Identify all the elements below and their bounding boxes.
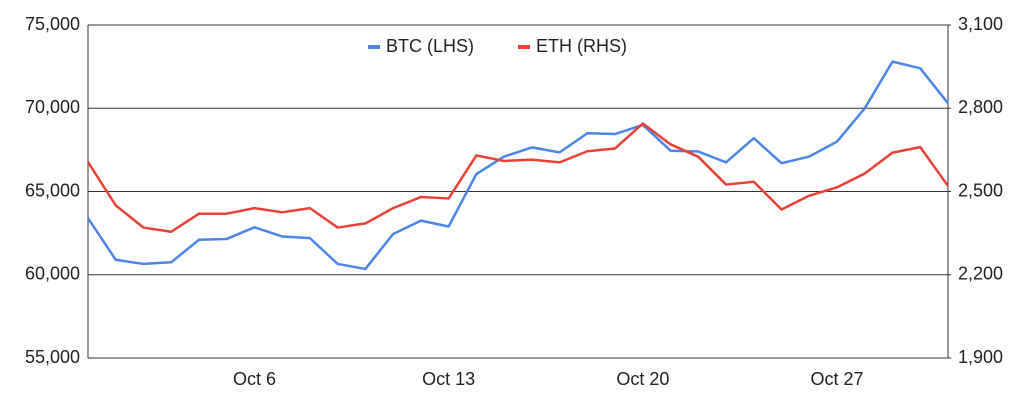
y-tick-label: 55,000 (25, 347, 80, 367)
legend-label: BTC (LHS) (386, 36, 474, 56)
y2-tick-label: 3,100 (958, 14, 1003, 34)
y-tick-label: 65,000 (25, 180, 80, 200)
y-tick-label: 70,000 (25, 97, 80, 117)
series-line (86, 60, 949, 271)
x-tick-label: Oct 27 (811, 369, 864, 389)
y2-tick-label: 1,900 (958, 347, 1003, 367)
x-tick-label: Oct 6 (233, 369, 276, 389)
x-tick-label: Oct 13 (422, 369, 475, 389)
legend-label: ETH (RHS) (536, 36, 627, 56)
y-tick-label: 75,000 (25, 14, 80, 34)
y2-tick-label: 2,200 (958, 264, 1003, 284)
y2-tick-label: 2,500 (958, 180, 1003, 200)
y2-tick-label: 2,800 (958, 97, 1003, 117)
x-tick-label: Oct 20 (616, 369, 669, 389)
series-line (86, 122, 950, 233)
y-tick-label: 60,000 (25, 264, 80, 284)
